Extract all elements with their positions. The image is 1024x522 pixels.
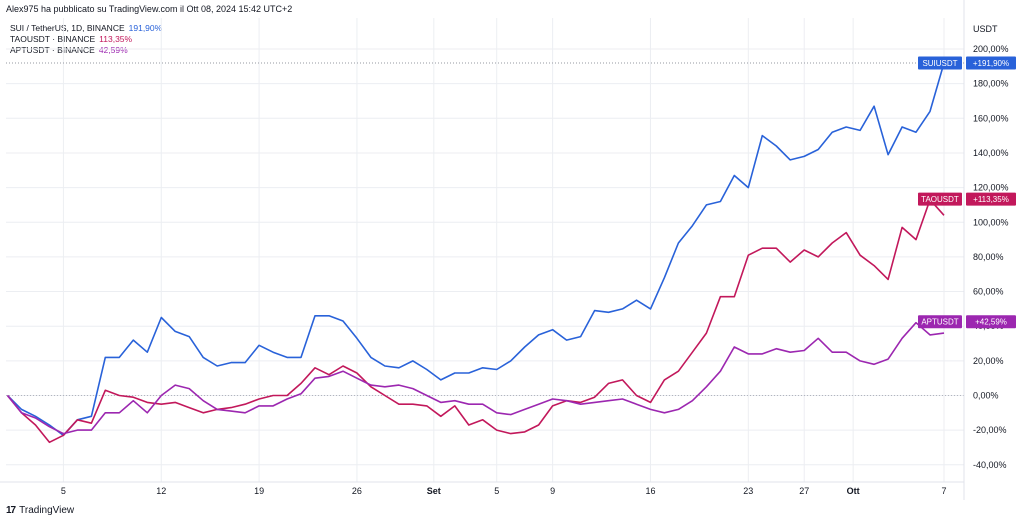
y-tick-label: 160,00% (973, 113, 1009, 123)
y-tick-label: 180,00% (973, 79, 1009, 89)
series-value-tag-bg (966, 192, 1016, 206)
tradingview-logo-icon: 17 (6, 505, 16, 516)
legend-symbol: APTUSDT · BINANCE (10, 45, 95, 55)
x-tick-label: 12 (156, 486, 166, 496)
series-line-taousdt[interactable] (6, 198, 945, 444)
legend-value: 42,59% (98, 45, 128, 55)
legend-value: 113,35% (99, 34, 133, 44)
legend-item-tao[interactable]: TAOUSDT · BINANCE 113,35% (10, 34, 162, 45)
tradingview-brand[interactable]: 17 TradingView (6, 505, 74, 516)
series-value-tag: +191,90% (973, 59, 1009, 68)
published-by-text: Alex975 ha pubblicato su TradingView.com… (6, 4, 293, 14)
series-name-tag: SUIUSDT (922, 59, 957, 68)
y-tick-label: 60,00% (973, 287, 1004, 297)
legend-item-apt[interactable]: APTUSDT · BINANCE 42,59% (10, 45, 162, 56)
x-tick-label: 27 (799, 486, 809, 496)
brand-name: TradingView (19, 505, 75, 516)
y-tick-label: 0,00% (973, 391, 999, 401)
series-line-suiusdt[interactable] (6, 62, 945, 437)
y-tick-label: 120,00% (973, 183, 1009, 193)
y-tick-label: -20,00% (973, 425, 1007, 435)
series-name-tag-bg (918, 192, 962, 206)
series-name-tag-bg (918, 56, 962, 70)
series-value-tag: +42,59% (975, 318, 1007, 327)
legend-item-sui[interactable]: SUI / TetherUS, 1D, BINANCE 191,90% (10, 23, 162, 34)
x-tick-label: 19 (254, 486, 264, 496)
x-tick-label: Set (427, 486, 441, 496)
series-value-tag-bg (966, 315, 1016, 329)
y-tick-label: -40,00% (973, 460, 1007, 470)
x-tick-label: 26 (352, 486, 362, 496)
series-name-tag: TAOUSDT (921, 195, 959, 204)
x-tick-label: 16 (645, 486, 655, 496)
legend-symbol: SUI / TetherUS, 1D, BINANCE (10, 23, 125, 33)
legend-value: 191,90% (128, 23, 163, 33)
chart-canvas[interactable]: USDT200,00%180,00%160,00%140,00%120,00%1… (0, 0, 1024, 500)
x-tick-label: Ott (847, 486, 860, 496)
y-tick-label: 200,00% (973, 44, 1009, 54)
legend-symbol: TAOUSDT · BINANCE (10, 34, 96, 44)
price-axis-unit-label: USDT (973, 24, 998, 34)
x-tick-label: 23 (743, 486, 753, 496)
series-name-tag-bg (918, 315, 962, 329)
series-value-tag-bg (966, 56, 1016, 70)
x-tick-label: 7 (941, 486, 946, 496)
y-tick-label: 20,00% (973, 356, 1004, 366)
series-value-tag: +113,35% (973, 195, 1009, 204)
y-tick-label: 100,00% (973, 217, 1009, 227)
series-name-tag: APTUSDT (921, 318, 958, 327)
series-line-aptusdt[interactable] (6, 321, 945, 435)
y-tick-label: 140,00% (973, 148, 1009, 158)
chart-legend: SUI / TetherUS, 1D, BINANCE 191,90% TAOUS… (10, 23, 162, 56)
y-tick-label: 80,00% (973, 252, 1004, 262)
x-tick-label: 9 (550, 486, 555, 496)
x-tick-label: 5 (494, 486, 499, 496)
x-tick-label: 5 (61, 486, 66, 496)
